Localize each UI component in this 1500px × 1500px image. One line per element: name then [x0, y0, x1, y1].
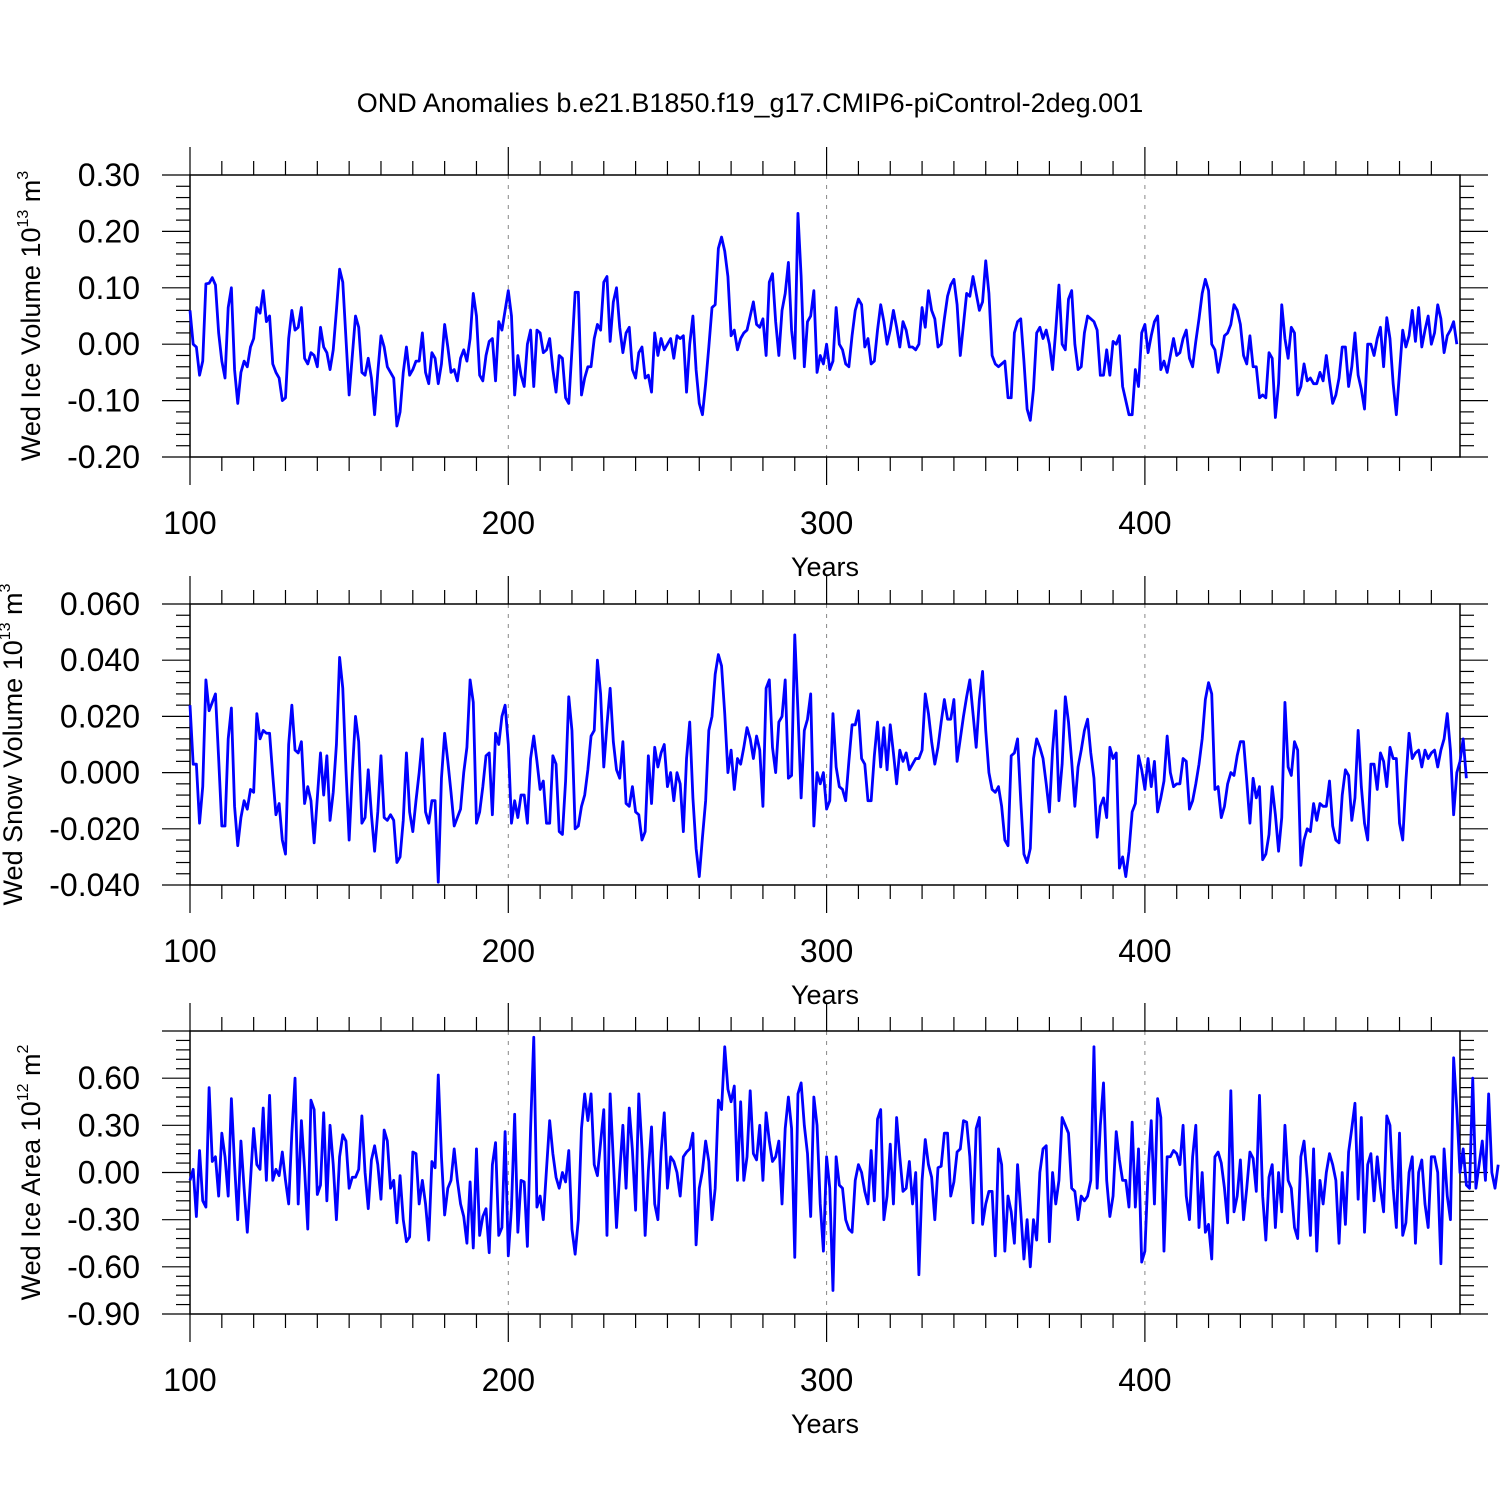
x-tick-label: 100 — [163, 1362, 216, 1398]
panel-2: -0.040 -0.020 0.000 0.020 0.040 0.060 100 200 30… — [0, 576, 1488, 1010]
x-tick-label: 200 — [482, 933, 535, 969]
x-axis-title: Years — [791, 980, 859, 1010]
y-tick-label: 0.30 — [78, 1107, 140, 1143]
x-tick-label: 400 — [1118, 933, 1171, 969]
y-tick-label: 0.30 — [78, 157, 140, 193]
y-tick-label: 0.10 — [78, 270, 140, 306]
y-tick-label: -0.10 — [67, 383, 140, 419]
panel-1: -0.20 -0.10 0.00 0.10 0.20 0.30 100 200 300 400 Ye… — [15, 147, 1488, 582]
plot-frame — [189, 174, 1461, 458]
y-tick-label: 0.020 — [60, 698, 140, 734]
x-tick-label: 100 — [163, 505, 216, 541]
x-tick-label: 300 — [800, 505, 853, 541]
series-line — [188, 211, 1459, 428]
y-tick-label: 0.060 — [60, 586, 140, 622]
y-tick-label: 0.00 — [78, 326, 140, 362]
y-tick-label: 0.00 — [78, 1155, 140, 1191]
x-axis-title: Years — [791, 552, 859, 582]
y-tick-label: 0.60 — [78, 1060, 140, 1096]
y-tick-label: 0.000 — [60, 755, 140, 791]
y-tick-label: -0.60 — [67, 1249, 140, 1285]
x-tick-label: 400 — [1118, 505, 1171, 541]
x-tick-label: 400 — [1118, 1362, 1171, 1398]
y-tick-label: -0.020 — [49, 811, 140, 847]
x-tick-label: 300 — [800, 1362, 853, 1398]
plot-frame — [189, 603, 1461, 886]
y-tick-label: 0.040 — [60, 642, 140, 678]
y-axis-title: Wed Ice Volume 1013 m3 — [15, 171, 46, 461]
y-tick-label: -0.30 — [67, 1202, 140, 1238]
y-tick-label: 0.20 — [78, 213, 140, 249]
x-tick-label: 100 — [163, 933, 216, 969]
x-tick-label: 200 — [482, 1362, 535, 1398]
x-tick-label: 300 — [800, 933, 853, 969]
figure-title: OND Anomalies b.e21.B1850.f19_g17.CMIP6-… — [357, 88, 1143, 118]
panel-3: -0.90 -0.60 -0.30 0.00 0.30 0.60 100 200 300 400 Y… — [15, 1003, 1500, 1439]
panels: -0.20 -0.10 0.00 0.10 0.20 0.30 100 200 300 400 Ye… — [0, 147, 1500, 1439]
series-line — [188, 633, 1468, 884]
y-axis-title: Wed Ice Area 1012 m2 — [15, 1044, 46, 1300]
y-tick-label: -0.20 — [67, 439, 140, 475]
series-line — [188, 1035, 1500, 1292]
x-tick-label: 200 — [482, 505, 535, 541]
y-tick-label: -0.90 — [67, 1296, 140, 1332]
x-axis-title: Years — [791, 1409, 859, 1439]
y-tick-label: -0.040 — [49, 867, 140, 903]
y-axis-title: Wed Snow Volume 1013 m3 — [0, 583, 28, 905]
